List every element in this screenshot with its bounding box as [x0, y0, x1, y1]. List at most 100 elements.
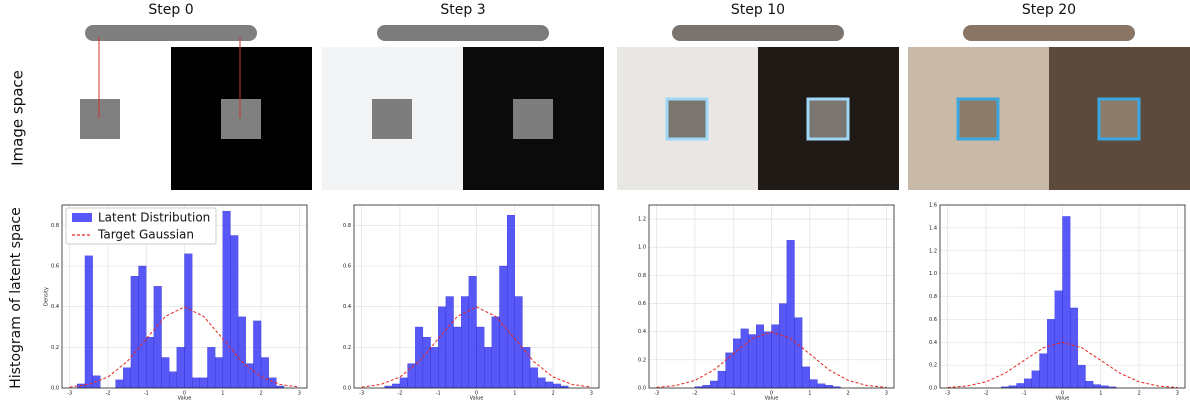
- legend-swatch: [72, 213, 92, 222]
- x-tick-label: 3: [298, 391, 301, 397]
- bar: [515, 297, 523, 389]
- x-tick-label: -2: [692, 391, 697, 397]
- y-tick-label: 1.2: [929, 248, 937, 254]
- y-axis-label: Density: [44, 287, 50, 306]
- bar: [192, 378, 200, 388]
- bar: [825, 385, 833, 388]
- bar: [492, 317, 500, 388]
- y-tick-label: 0.2: [638, 357, 646, 363]
- y-tick-label: 0.0: [51, 386, 59, 392]
- x-tick-label: 1: [221, 391, 224, 397]
- x-tick-label: 3: [590, 391, 593, 397]
- slider-bar: [377, 25, 549, 41]
- x-tick-label: 2: [551, 391, 554, 397]
- bar: [154, 286, 162, 388]
- y-tick-label: 1.2: [638, 217, 646, 223]
- bar: [215, 358, 223, 389]
- bar: [423, 337, 431, 388]
- x-tick-label: 2: [1137, 391, 1140, 397]
- bar: [477, 327, 485, 388]
- bar: [408, 364, 416, 388]
- bar: [1032, 371, 1040, 388]
- bar: [545, 382, 553, 388]
- x-tick-label: -3: [359, 391, 364, 397]
- y-tick-label: 0.6: [343, 264, 351, 270]
- bar: [726, 353, 734, 388]
- x-tick-label: 3: [885, 391, 888, 397]
- bar: [764, 332, 772, 388]
- x-tick-label: -2: [105, 391, 110, 397]
- slider-bar: [85, 25, 257, 41]
- panel-title: Step 20: [1022, 2, 1076, 18]
- bar: [1063, 216, 1071, 388]
- bar: [415, 327, 423, 388]
- bar: [1070, 308, 1078, 388]
- x-tick-label: -1: [731, 391, 736, 397]
- bar: [146, 337, 154, 388]
- panel-title: Step 3: [440, 2, 485, 18]
- bar: [223, 211, 231, 388]
- bar: [400, 378, 408, 388]
- bar: [710, 381, 718, 388]
- y-tick-label: 1.0: [929, 271, 937, 277]
- x-tick-label: 1: [808, 391, 811, 397]
- x-tick-label: -1: [1022, 391, 1027, 397]
- bar: [1040, 354, 1048, 388]
- bar: [749, 335, 757, 388]
- bar: [454, 327, 462, 388]
- y-tick-label: 0.2: [51, 345, 59, 351]
- legend-label: Latent Distribution: [98, 211, 210, 225]
- y-tick-label: 0.2: [343, 345, 351, 351]
- x-tick-label: 1: [513, 391, 516, 397]
- x-tick-label: 3: [1176, 391, 1179, 397]
- bar: [207, 347, 215, 388]
- slider-bar: [963, 25, 1135, 41]
- bar: [703, 385, 711, 388]
- bar: [1078, 365, 1086, 388]
- bar: [131, 276, 139, 388]
- bar: [507, 215, 515, 388]
- x-axis-label: Value: [178, 396, 192, 400]
- x-axis-label: Value: [470, 396, 484, 400]
- x-tick-label: -1: [144, 391, 149, 397]
- bar: [177, 347, 185, 388]
- y-tick-label: 0.0: [343, 386, 351, 392]
- slider-bar: [672, 25, 844, 41]
- bar: [787, 240, 795, 388]
- figure: Image space Histogram of latent space St…: [0, 0, 1190, 400]
- y-tick-label: 0.6: [638, 301, 646, 307]
- y-tick-label: 0.8: [929, 294, 937, 300]
- bar: [794, 318, 802, 388]
- bar: [261, 358, 269, 389]
- row-label: Histogram of latent space: [8, 207, 24, 388]
- bar: [741, 329, 749, 388]
- square: [80, 99, 120, 139]
- bar: [802, 367, 810, 388]
- bar: [169, 372, 177, 388]
- bar: [123, 368, 131, 388]
- panel-title: Step 0: [148, 2, 193, 18]
- panel-title: Step 10: [731, 2, 785, 18]
- bar: [1047, 319, 1055, 388]
- y-tick-label: 0.2: [929, 363, 937, 369]
- bar: [446, 297, 454, 389]
- x-axis-label: Value: [1056, 396, 1070, 400]
- x-tick-label: -3: [654, 391, 659, 397]
- bar: [438, 307, 446, 388]
- bar: [200, 378, 208, 388]
- y-tick-label: 0.4: [638, 329, 646, 335]
- bar: [756, 325, 764, 388]
- square: [808, 99, 848, 139]
- bar: [499, 266, 507, 388]
- y-tick-label: 0.8: [343, 223, 351, 229]
- square: [513, 99, 553, 139]
- bar: [238, 317, 246, 388]
- bar: [1085, 381, 1093, 388]
- bar: [162, 358, 170, 389]
- bar: [810, 380, 818, 388]
- y-tick-label: 0.4: [343, 304, 351, 310]
- x-tick-label: -2: [983, 391, 988, 397]
- bar: [1093, 385, 1101, 388]
- legend-label: Target Gaussian: [97, 228, 194, 242]
- x-tick-label: -3: [67, 391, 72, 397]
